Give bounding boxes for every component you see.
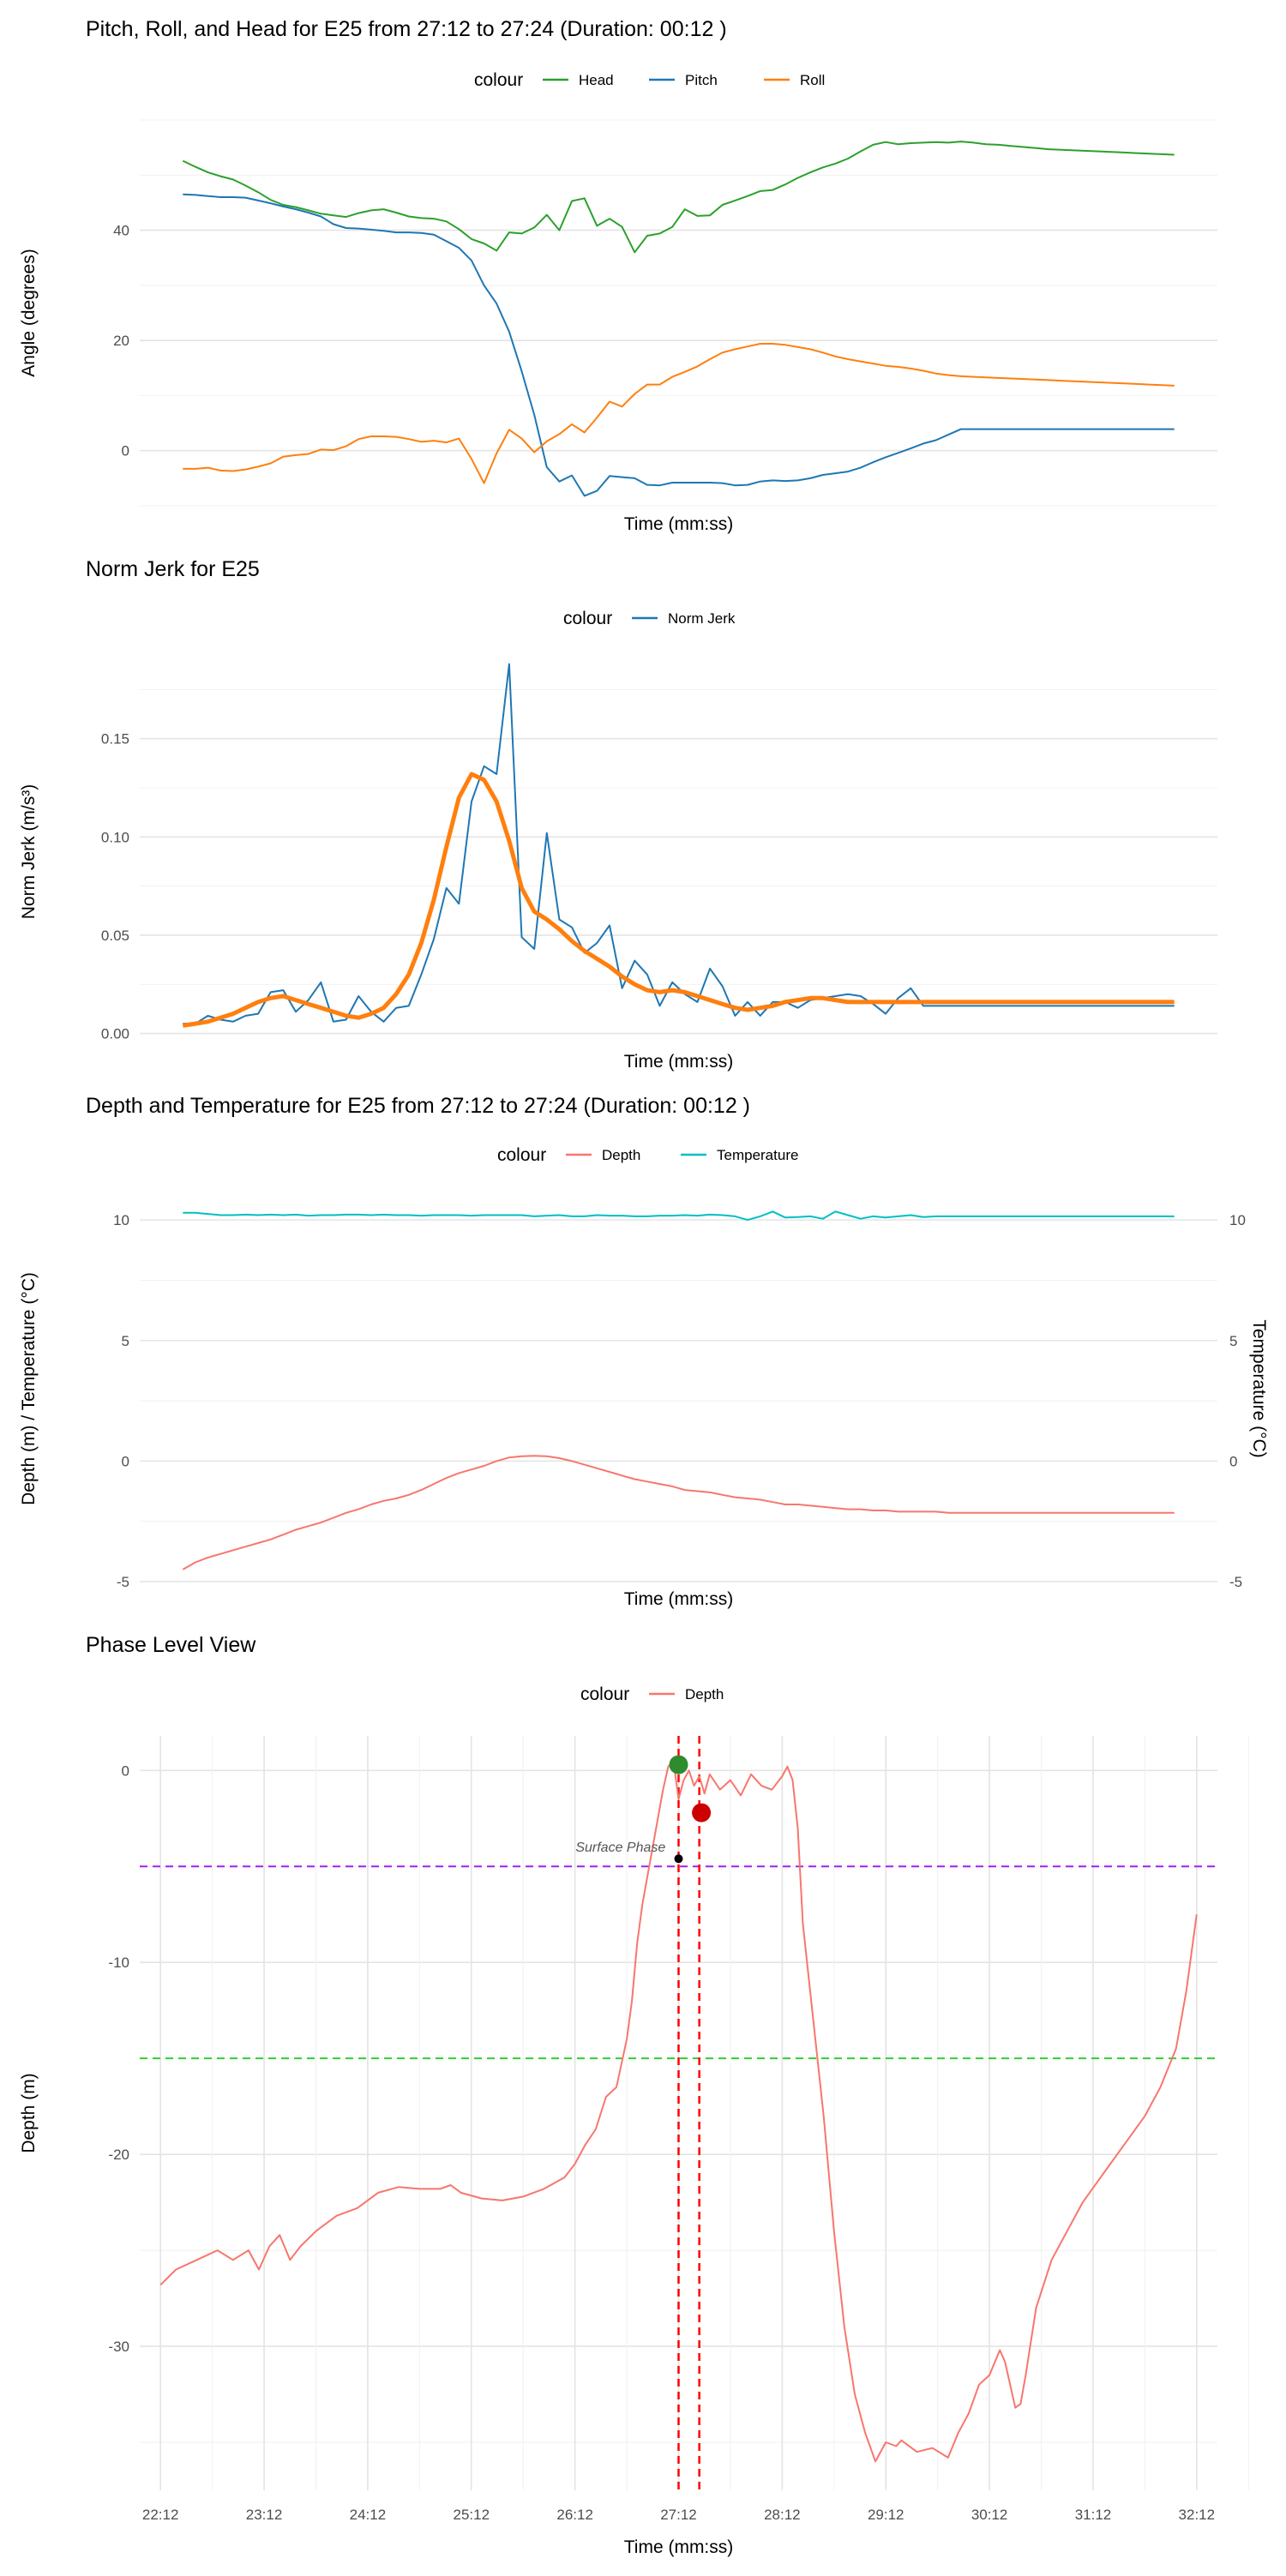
chart-4: Phase Level View colour Depth 0 -10 -20 -30 22:…: [19, 1633, 1249, 2557]
series-line-head: [182, 141, 1175, 254]
y-tick-label: -20: [108, 2147, 129, 2163]
legend-label: Roll: [800, 72, 825, 88]
series-line-norm-jerk: [183, 663, 1175, 1025]
y-tick-label-right: 5: [1229, 1333, 1237, 1349]
legend-label: Head: [579, 72, 614, 88]
x-tick-label: 30:12: [971, 2507, 1008, 2523]
legend-title: colour: [563, 609, 612, 628]
x-axis-label: Time (mm:ss): [624, 1589, 734, 1609]
chart-title: Norm Jerk for E25: [86, 557, 260, 581]
y-tick-label: 0.00: [101, 1026, 129, 1042]
y-tick-label: 0.05: [101, 928, 129, 944]
x-tick-label: 27:12: [660, 2507, 697, 2523]
x-tick-label: 29:12: [868, 2507, 904, 2523]
x-tick-label: 24:12: [350, 2507, 387, 2523]
y-tick-label: 0: [122, 1453, 129, 1469]
y-tick-label: 0.15: [101, 731, 129, 748]
chart-3: Depth and Temperature for E25 from 27:12…: [19, 1094, 1269, 1609]
y-axis-label: Angle (degrees): [19, 249, 39, 376]
phase-point: [669, 1755, 688, 1774]
y-tick-label-right: 10: [1229, 1212, 1246, 1228]
series-line-roll: [183, 343, 1175, 484]
legend-label: Temperature: [717, 1147, 798, 1163]
phase-point: [674, 1854, 683, 1864]
x-tick-label: 25:12: [453, 2507, 490, 2523]
legend-title: colour: [497, 1145, 546, 1165]
y-tick-label-right: 0: [1229, 1453, 1237, 1469]
chart-title: Depth and Temperature for E25 from 27:12…: [86, 1094, 750, 1118]
legend-label: Depth: [602, 1147, 640, 1163]
y-tick-label: -5: [117, 1574, 129, 1590]
x-tick-label: 23:12: [246, 2507, 283, 2523]
x-tick-label: 32:12: [1179, 2507, 1216, 2523]
y-axis-label: Depth (m): [19, 2073, 39, 2153]
x-axis-label: Time (mm:ss): [624, 1052, 734, 1072]
x-tick-label: 22:12: [142, 2507, 179, 2523]
legend-title: colour: [580, 1684, 629, 1704]
y-tick-label-right: -5: [1229, 1574, 1242, 1590]
phase-point: [692, 1803, 712, 1822]
series-line-depth: [182, 1455, 1175, 1570]
y-axis-label: Depth (m) / Temperature (°C): [19, 1272, 39, 1505]
x-axis-label: Time (mm:ss): [624, 2537, 734, 2557]
y-tick-label: 0: [122, 1762, 129, 1779]
x-tick-label: 28:12: [764, 2507, 801, 2523]
y-tick-label: 0: [122, 443, 129, 459]
legend-label: Norm Jerk: [668, 610, 736, 627]
chart-title: Pitch, Roll, and Head for E25 from 27:12…: [86, 17, 727, 41]
series-line-pitch: [183, 193, 1175, 497]
legend-label: Depth: [685, 1686, 724, 1702]
y-tick-label: 5: [122, 1333, 129, 1349]
annotation-label: Surface Phase: [575, 1840, 665, 1855]
y-tick-label: -30: [108, 2339, 129, 2355]
y-tick-label: -10: [108, 1955, 129, 1971]
y-axis-label: Norm Jerk (m/s³): [19, 784, 39, 919]
series-line-temperature: [183, 1210, 1175, 1222]
chart-2: Norm Jerk for E25 colour Norm Jerk 0.00 0.05…: [19, 557, 1217, 1072]
y-tick-label: 20: [113, 333, 129, 349]
series-line-depth: [159, 1760, 1198, 2463]
y-tick-label: 40: [113, 223, 129, 239]
x-tick-label: 26:12: [556, 2507, 593, 2523]
legend-title: colour: [474, 70, 523, 90]
y-tick-label: 10: [113, 1212, 129, 1228]
x-tick-label: 31:12: [1075, 2507, 1112, 2523]
y-axis-label-right: Temperature (°C): [1249, 1319, 1269, 1457]
chart-title: Phase Level View: [86, 1633, 256, 1657]
chart-1: Pitch, Roll, and Head for E25 from 27:12…: [19, 17, 1217, 534]
series-line-smooth: [182, 772, 1175, 1028]
y-tick-label: 0.10: [101, 829, 129, 845]
x-axis-label: Time (mm:ss): [624, 514, 734, 534]
legend-label: Pitch: [685, 72, 718, 88]
